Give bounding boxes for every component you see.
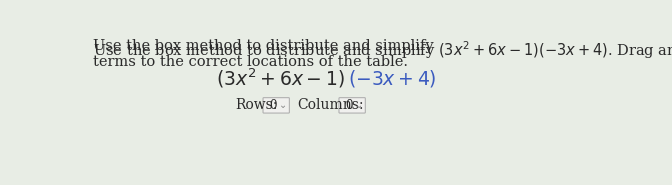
Text: 0: 0	[269, 99, 277, 112]
Text: ⌄: ⌄	[355, 100, 363, 110]
Text: Use the box method to distribute and simplify $(3x^2+6x-1)(-3x+4)$. Drag and dro: Use the box method to distribute and sim…	[93, 39, 672, 61]
Text: Columns:: Columns:	[297, 98, 364, 112]
Text: terms to the correct locations of the table.: terms to the correct locations of the ta…	[93, 55, 409, 68]
Text: ⌄: ⌄	[279, 100, 287, 110]
Text: 0: 0	[345, 99, 353, 112]
FancyBboxPatch shape	[339, 98, 366, 113]
Text: Rows:: Rows:	[235, 98, 278, 112]
Text: Use the box method to distribute and simplify: Use the box method to distribute and sim…	[93, 39, 439, 53]
FancyBboxPatch shape	[263, 98, 290, 113]
Text: $(3x^2+6x-1)$: $(3x^2+6x-1)$	[216, 67, 345, 90]
Text: $(-3x+4)$: $(-3x+4)$	[347, 68, 436, 89]
